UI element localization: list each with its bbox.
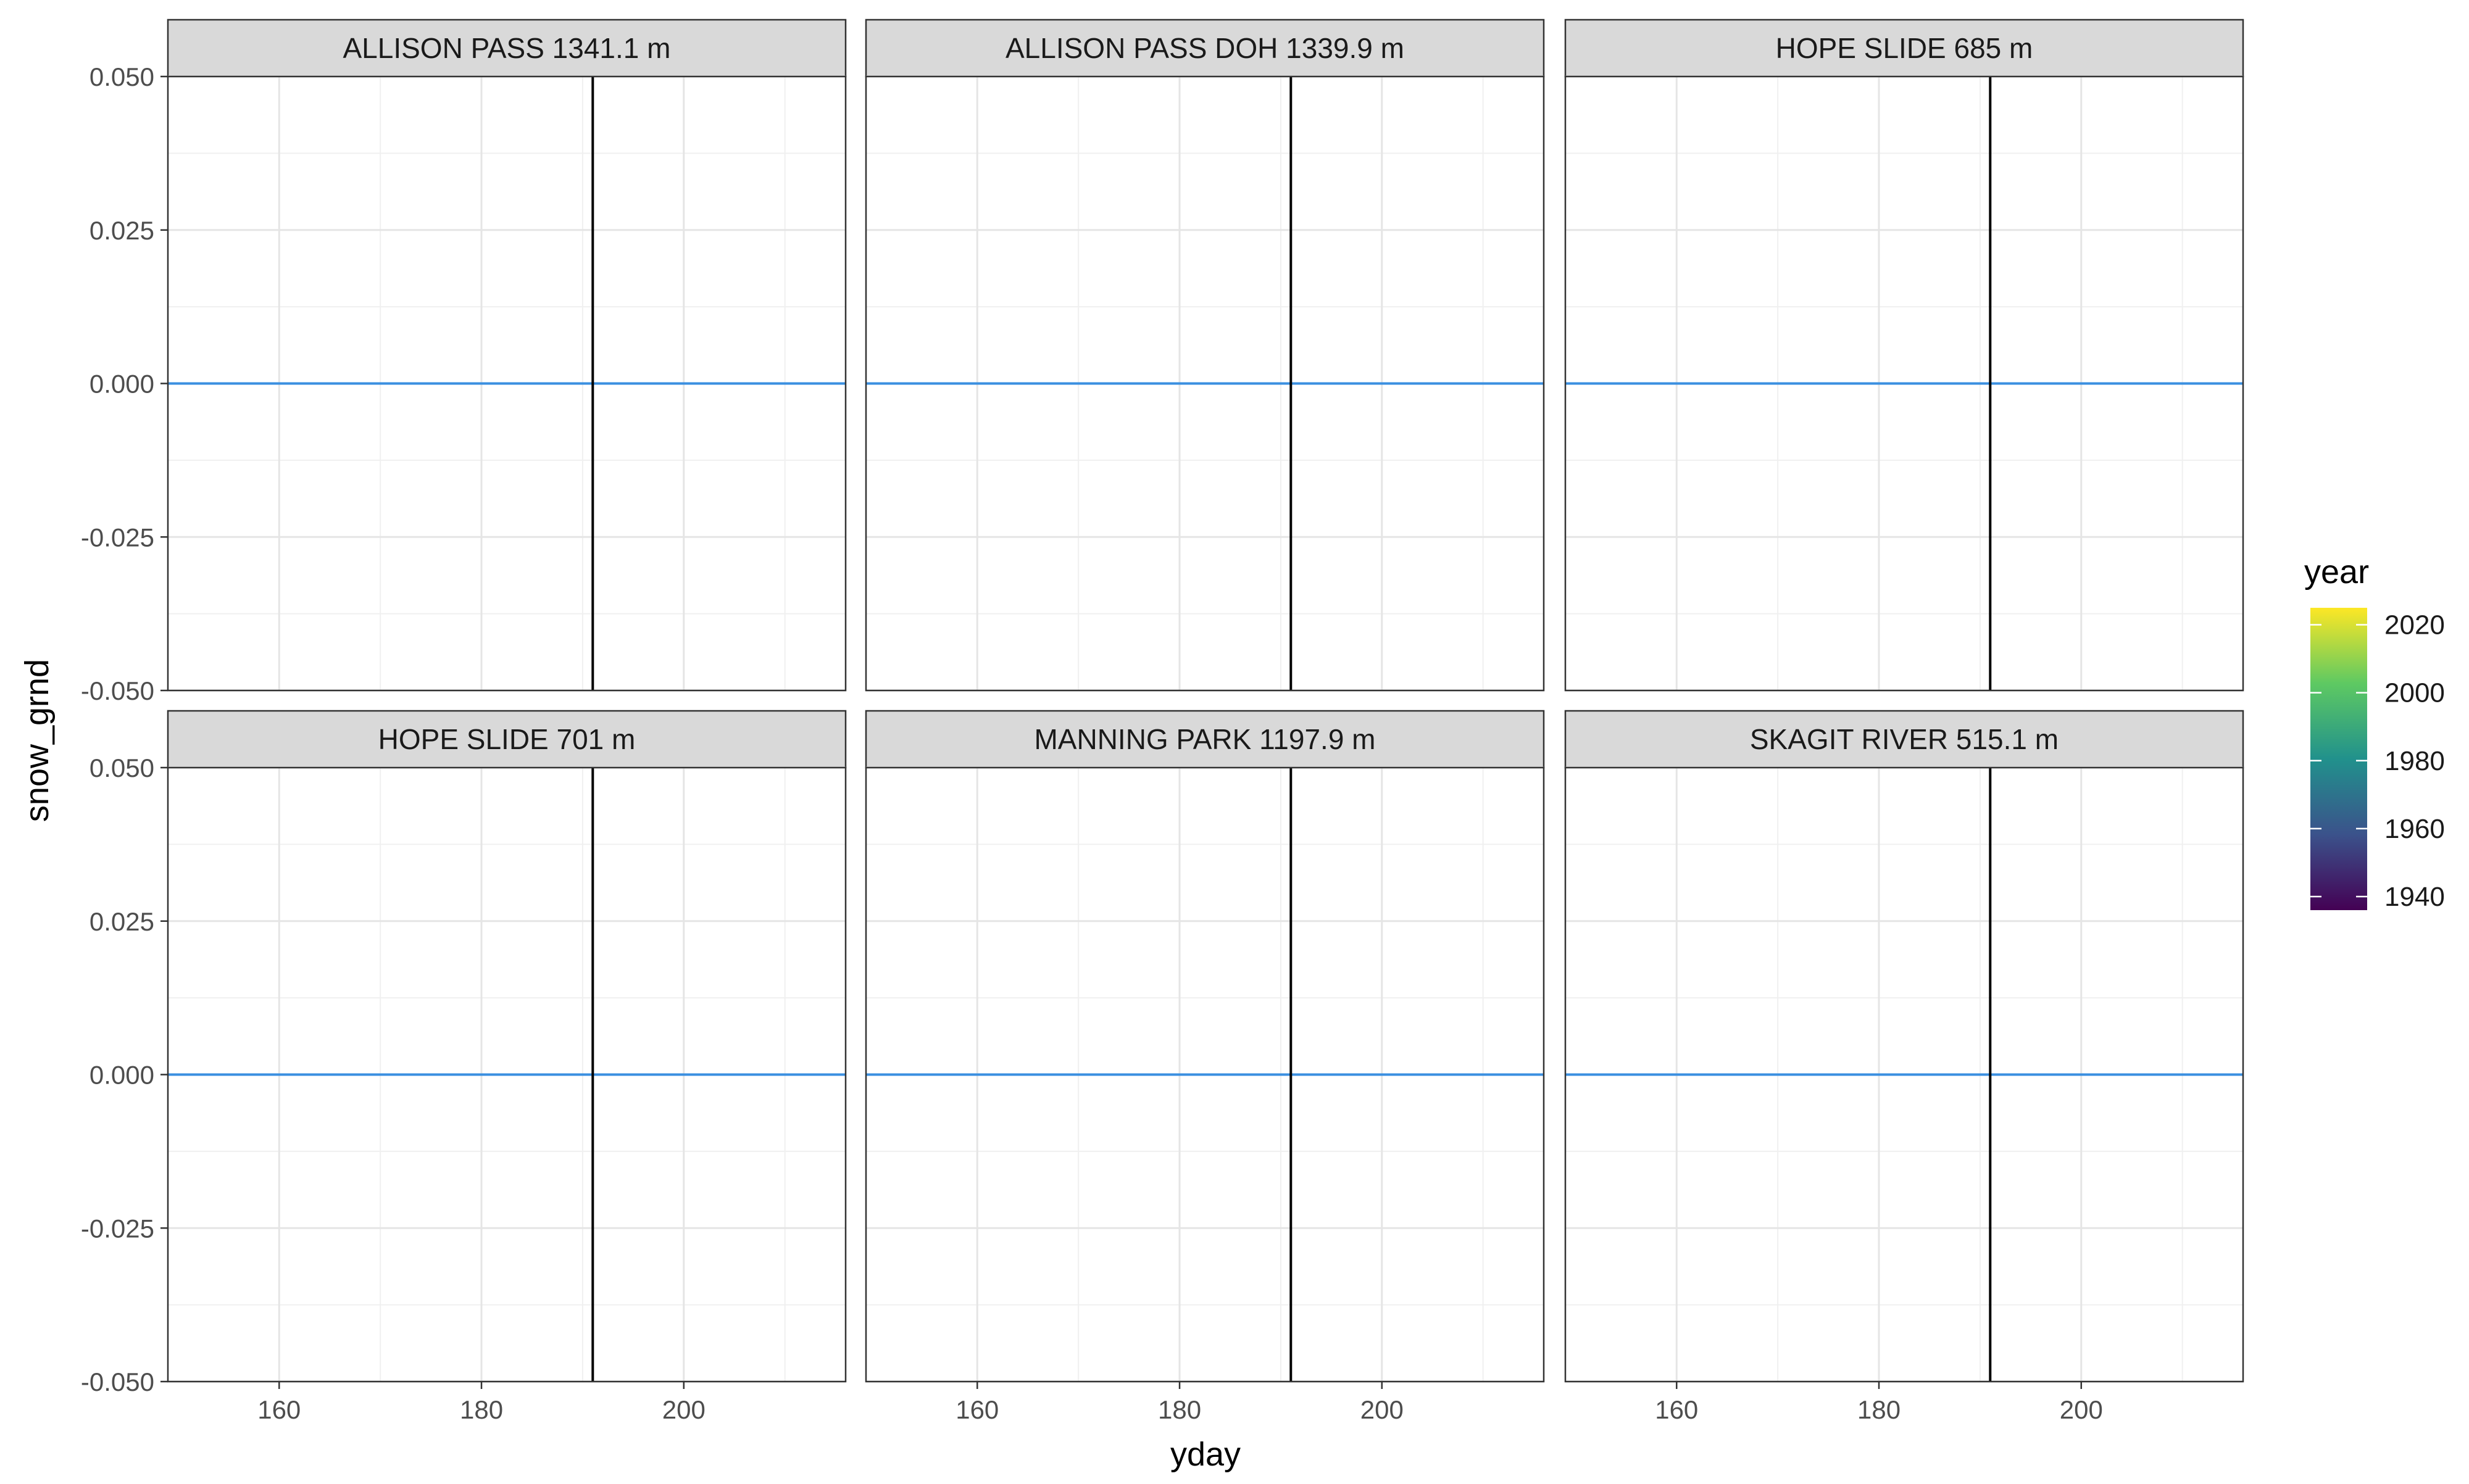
- y-tick-label: -0.050: [81, 1367, 154, 1396]
- y-tick-label: 0.050: [90, 753, 154, 782]
- facet-strip: [1564, 19, 2244, 78]
- legend-label: 2000: [2384, 678, 2445, 708]
- y-tick-label: 0.050: [90, 62, 154, 91]
- y-tick-label: 0.025: [90, 216, 154, 245]
- facet-strip: [865, 19, 1545, 78]
- legend: year 2020 2000 1980 1960 1940: [2304, 553, 2445, 912]
- panel-border: [1564, 75, 2244, 692]
- y-tick-label: -0.025: [81, 1214, 154, 1243]
- facet-panel: HOPE SLIDE 701 m 0.050 0.025 0.000 -0.025 -0.…: [81, 710, 847, 1424]
- y-tick-label: 0.000: [90, 370, 154, 399]
- x-tick-label: 200: [1360, 1395, 1404, 1424]
- facet-panel: ALLISON PASS 1341.1 m 0.050 0.025 0.000 -0.0…: [81, 19, 847, 705]
- facet-title: SKAGIT RIVER 515.1 m: [1750, 723, 2059, 755]
- y-tick-label: -0.050: [81, 676, 154, 705]
- facet-panel: SKAGIT RIVER 515.1 m 160 180 200: [1564, 710, 2244, 1424]
- legend-label: 1940: [2384, 882, 2445, 912]
- x-tick-label: 180: [1857, 1395, 1901, 1424]
- x-tick-label: 200: [2060, 1395, 2103, 1424]
- legend-colorbar: [2310, 608, 2367, 910]
- facet-panel: MANNING PARK 1197.9 m 160 180 200: [865, 710, 1545, 1424]
- facet-title: ALLISON PASS DOH 1339.9 m: [1006, 32, 1404, 64]
- x-axis-title: yday: [1170, 1436, 1241, 1473]
- y-tick-label: -0.025: [81, 523, 154, 552]
- y-axis-title: snow_grnd: [19, 659, 56, 822]
- legend-title: year: [2304, 553, 2369, 591]
- legend-label: 1980: [2384, 746, 2445, 776]
- x-tick-label: 160: [956, 1395, 999, 1424]
- x-tick-label: 160: [257, 1395, 301, 1424]
- facet-strip: [865, 710, 1545, 769]
- facet-strip: [167, 19, 847, 78]
- y-tick-label: 0.025: [90, 907, 154, 936]
- facet-title: HOPE SLIDE 701 m: [378, 723, 636, 755]
- facet-title: MANNING PARK 1197.9 m: [1034, 723, 1375, 755]
- panel-border: [865, 766, 1545, 1383]
- panel-border: [865, 75, 1545, 692]
- legend-label: 1960: [2384, 814, 2445, 844]
- facet-strip: [167, 710, 847, 769]
- facet-title: HOPE SLIDE 685 m: [1776, 32, 2033, 64]
- y-tick-label: 0.000: [90, 1061, 154, 1090]
- x-tick-label: 160: [1655, 1395, 1698, 1424]
- legend-label: 2020: [2384, 610, 2445, 640]
- facet-panel: HOPE SLIDE 685 m: [1564, 19, 2244, 692]
- facet-title: ALLISON PASS 1341.1 m: [343, 32, 671, 64]
- x-tick-label: 180: [460, 1395, 503, 1424]
- panel-border: [1564, 766, 2244, 1383]
- x-tick-label: 180: [1158, 1395, 1201, 1424]
- facet-panel: ALLISON PASS DOH 1339.9 m: [865, 19, 1545, 692]
- x-tick-label: 200: [662, 1395, 706, 1424]
